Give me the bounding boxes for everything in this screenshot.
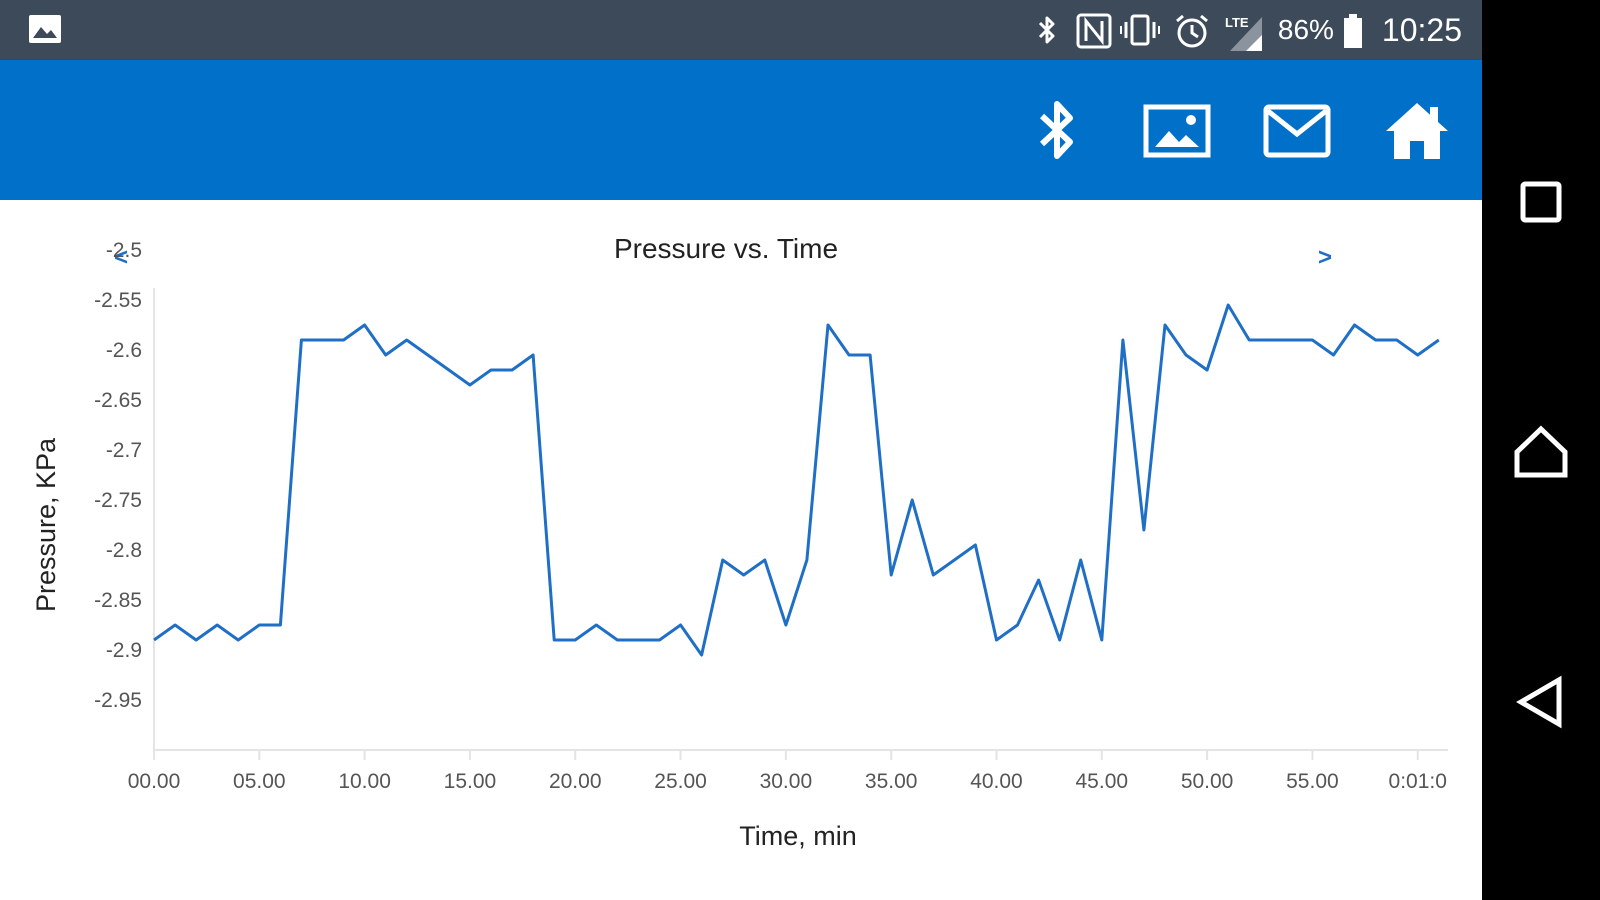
mail-icon <box>1263 104 1331 162</box>
back-button[interactable] <box>1507 670 1575 738</box>
next-page-button[interactable]: > <box>1318 244 1333 271</box>
chart-container: < > Pressure vs. Time Time, min Pressure… <box>0 200 1482 900</box>
y-tick-label: -2.75 <box>94 489 142 512</box>
x-tick-label: 10.00 <box>338 770 391 793</box>
pressure-chart: Pressure vs. Time Time, min Pressure, KP… <box>31 233 1448 851</box>
y-tick-label: -2.9 <box>106 639 142 662</box>
x-tick-label: 30.00 <box>760 770 813 793</box>
y-tick-label: -2.5 <box>106 239 142 262</box>
previous-page-button[interactable]: < <box>114 244 129 271</box>
recents-button[interactable] <box>1507 170 1575 238</box>
system-navigation-bar <box>1482 0 1600 900</box>
x-tick-label: 25.00 <box>654 770 707 793</box>
gallery-button[interactable] <box>1140 98 1214 168</box>
image-icon <box>1143 104 1211 162</box>
x-tick-label: 05.00 <box>233 770 286 793</box>
lte-label: LTE <box>1225 15 1249 30</box>
x-tick-label: 55.00 <box>1286 770 1339 793</box>
y-axis-ticks: -2.5 -2.55 -2.6 -2.65 -2.7 -2.75 -2.8 -2.85 -2.9… <box>94 239 142 712</box>
x-tick-label: 00.00 <box>128 770 181 793</box>
app-bar <box>0 60 1482 200</box>
home-icon <box>1384 101 1450 165</box>
vibrate-icon <box>1119 13 1160 47</box>
y-tick-label: -2.95 <box>94 689 142 712</box>
y-tick-label: -2.6 <box>106 339 142 362</box>
image-notification-icon <box>28 14 62 44</box>
battery-percent: 86% <box>1277 14 1334 45</box>
bluetooth-icon <box>1032 96 1082 170</box>
y-tick-label: -2.8 <box>106 539 142 562</box>
home-button[interactable] <box>1380 98 1454 168</box>
y-tick-label: -2.7 <box>106 439 142 462</box>
x-tick-label: 20.00 <box>549 770 602 793</box>
x-tick-label: 0:01:0 <box>1389 770 1447 793</box>
x-axis-ticks: 00.00 05.00 10.00 15.00 20.00 25.00 30.00 35.00… <box>128 750 1447 793</box>
email-button[interactable] <box>1260 98 1334 168</box>
x-tick-label: 15.00 <box>444 770 497 793</box>
lte-signal-icon: LTE <box>1224 13 1264 51</box>
home-outline-icon <box>1513 425 1569 483</box>
y-tick-label: -2.85 <box>94 589 142 612</box>
y-tick-label: -2.55 <box>94 289 142 312</box>
battery-icon <box>1342 13 1364 48</box>
y-axis-label: Pressure, KPa <box>31 437 61 612</box>
chart-title: Pressure vs. Time <box>614 233 838 264</box>
nfc-icon <box>1076 13 1112 49</box>
bluetooth-button[interactable] <box>1020 98 1094 168</box>
x-axis-label: Time, min <box>739 821 857 851</box>
x-tick-label: 40.00 <box>970 770 1023 793</box>
recents-icon <box>1519 180 1563 228</box>
x-tick-label: 45.00 <box>1076 770 1129 793</box>
y-tick-label: -2.65 <box>94 389 142 412</box>
alarm-icon <box>1174 13 1210 48</box>
bluetooth-icon <box>1032 13 1062 47</box>
x-tick-label: 50.00 <box>1181 770 1234 793</box>
x-tick-label: 35.00 <box>865 770 918 793</box>
status-bar: LTE 86% 10:25 <box>0 0 1482 60</box>
pressure-series-line <box>153 303 1440 657</box>
clock: 10:25 <box>1381 11 1462 48</box>
home-nav-button[interactable] <box>1507 420 1575 488</box>
back-icon <box>1515 675 1567 733</box>
